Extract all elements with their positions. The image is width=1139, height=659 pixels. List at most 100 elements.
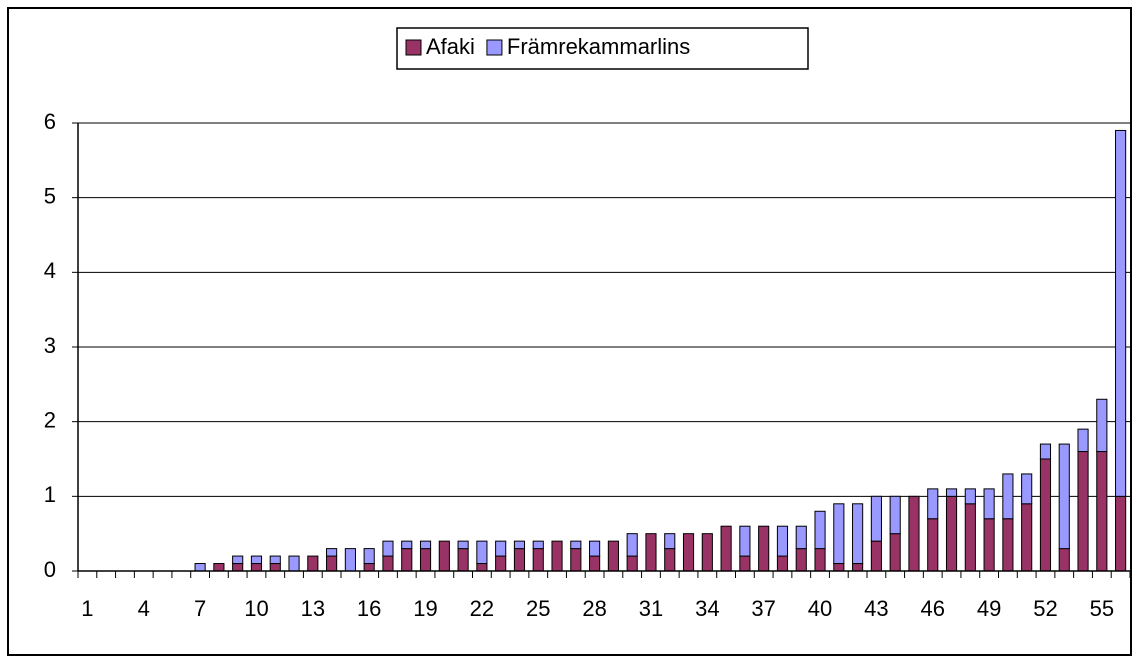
bar	[363, 563, 375, 572]
bar	[795, 525, 807, 550]
bar	[1039, 458, 1052, 572]
bar	[908, 495, 920, 572]
bar	[363, 548, 375, 565]
y-tick-label: 2	[44, 407, 56, 432]
legend-swatch	[405, 39, 422, 56]
legend-label: Afaki	[426, 34, 475, 59]
bar	[532, 540, 544, 550]
bar	[326, 548, 338, 557]
bar	[457, 548, 469, 572]
legend-box	[396, 27, 809, 70]
bar	[983, 488, 995, 520]
x-tick-label: 4	[138, 596, 150, 621]
bar	[720, 525, 732, 572]
bar	[664, 548, 676, 572]
bar	[1021, 473, 1033, 505]
bar	[626, 555, 638, 572]
bar	[344, 548, 356, 572]
bar	[495, 540, 507, 557]
bar	[852, 503, 864, 565]
x-tick-label: 16	[357, 596, 381, 621]
bar	[889, 495, 901, 535]
bar	[382, 555, 394, 572]
bar	[419, 540, 432, 550]
bar	[964, 488, 976, 505]
bar	[1039, 443, 1052, 460]
bar	[1096, 451, 1108, 572]
x-tick-label: 7	[194, 596, 206, 621]
bar	[232, 563, 244, 572]
bar	[739, 555, 751, 572]
bar	[945, 488, 958, 497]
bar	[1096, 398, 1108, 453]
bar	[795, 548, 807, 572]
bar	[589, 555, 601, 572]
bar	[1077, 451, 1089, 572]
bar	[814, 510, 826, 550]
bar	[852, 563, 864, 572]
bar	[570, 548, 582, 572]
bar	[1002, 473, 1014, 520]
bar	[776, 555, 789, 572]
x-tick-label: 19	[413, 596, 437, 621]
legend-swatch	[486, 39, 503, 56]
x-tick-label: 1	[81, 596, 93, 621]
bar	[607, 540, 619, 572]
bar	[589, 540, 601, 557]
x-tick-label: 40	[808, 596, 832, 621]
bar	[382, 540, 394, 557]
bar	[269, 563, 281, 572]
bar	[927, 488, 939, 520]
bar	[1002, 518, 1014, 572]
bar	[401, 540, 413, 550]
bar	[833, 503, 845, 565]
y-tick-label: 1	[44, 482, 56, 507]
bar	[983, 518, 995, 572]
bar	[457, 540, 469, 550]
bar	[964, 503, 976, 572]
bar	[682, 533, 695, 572]
bar	[570, 540, 582, 550]
x-tick-label: 10	[244, 596, 268, 621]
bar	[213, 563, 225, 572]
x-tick-label: 22	[470, 596, 494, 621]
y-tick-label: 6	[44, 109, 56, 134]
bar	[870, 495, 882, 542]
bar	[532, 548, 544, 572]
bar	[739, 525, 751, 557]
bar	[476, 563, 488, 572]
y-tick-label: 5	[44, 183, 56, 208]
x-tick-label: 52	[1033, 596, 1057, 621]
bar	[551, 540, 563, 572]
bar	[645, 533, 657, 572]
bar	[664, 533, 676, 550]
bar	[419, 548, 432, 572]
bar	[513, 548, 526, 572]
bar	[1115, 495, 1127, 572]
bar	[1077, 428, 1089, 453]
bar	[1058, 443, 1070, 550]
x-tick-label: 28	[582, 596, 606, 621]
bar	[513, 540, 526, 550]
bar	[495, 555, 507, 572]
bar	[833, 563, 845, 572]
x-tick-label: 31	[639, 596, 663, 621]
bar	[476, 540, 488, 565]
bar	[758, 525, 770, 572]
y-tick-label: 4	[44, 258, 56, 283]
bar	[269, 555, 281, 565]
legend: Afaki Främrekammarlins	[396, 27, 809, 70]
bar	[814, 548, 826, 572]
x-tick-label: 25	[526, 596, 550, 621]
bar	[889, 533, 901, 572]
bar	[326, 555, 338, 572]
bar	[927, 518, 939, 572]
x-tick-label: 43	[864, 596, 888, 621]
x-tick-label: 34	[695, 596, 719, 621]
chart-border	[7, 7, 1132, 656]
bar	[1021, 503, 1033, 572]
bar	[288, 555, 300, 572]
bar	[1115, 129, 1127, 497]
x-tick-label: 46	[921, 596, 945, 621]
